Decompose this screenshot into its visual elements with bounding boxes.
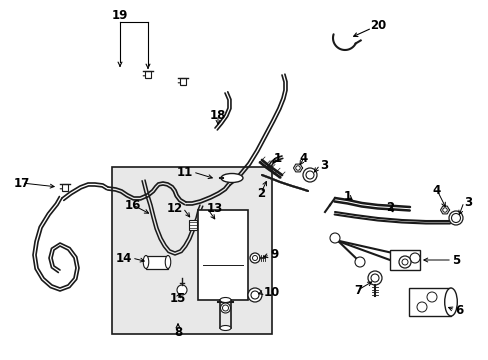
Text: 5: 5 — [451, 253, 459, 266]
Circle shape — [416, 302, 426, 312]
Bar — [389, 250, 419, 270]
Text: 7: 7 — [353, 284, 361, 297]
Text: 17: 17 — [14, 176, 30, 189]
Text: 19: 19 — [112, 9, 128, 22]
Circle shape — [250, 291, 259, 299]
Text: 20: 20 — [369, 18, 386, 32]
Text: 4: 4 — [432, 184, 440, 197]
Circle shape — [426, 292, 436, 302]
Ellipse shape — [220, 325, 230, 330]
Text: 6: 6 — [454, 303, 462, 316]
Text: 10: 10 — [264, 285, 280, 298]
Circle shape — [398, 256, 410, 268]
Circle shape — [305, 171, 313, 179]
Text: 3: 3 — [463, 195, 471, 208]
Bar — [180, 78, 185, 85]
Circle shape — [448, 211, 462, 225]
Text: 2: 2 — [385, 201, 393, 213]
Bar — [62, 184, 68, 191]
Circle shape — [401, 259, 407, 265]
Bar — [408, 288, 450, 316]
Bar — [146, 256, 168, 269]
Bar — [189, 220, 197, 230]
Text: 1: 1 — [343, 189, 351, 202]
Ellipse shape — [220, 297, 230, 302]
Text: 14: 14 — [115, 252, 132, 265]
Circle shape — [409, 253, 419, 263]
Ellipse shape — [143, 256, 148, 269]
Text: 13: 13 — [206, 202, 223, 215]
Text: 11: 11 — [176, 166, 193, 179]
Circle shape — [303, 168, 316, 182]
Circle shape — [249, 253, 260, 263]
Bar — [198, 210, 247, 300]
Circle shape — [370, 274, 378, 282]
Circle shape — [220, 303, 230, 313]
Bar — [112, 167, 271, 334]
Text: 2: 2 — [256, 186, 264, 199]
Circle shape — [295, 166, 300, 170]
Text: 9: 9 — [269, 248, 278, 261]
Ellipse shape — [444, 288, 456, 316]
Ellipse shape — [165, 256, 170, 269]
Circle shape — [252, 256, 257, 261]
Text: 16: 16 — [124, 198, 141, 212]
Text: 8: 8 — [174, 325, 182, 338]
Circle shape — [450, 213, 460, 222]
Circle shape — [354, 257, 364, 267]
Circle shape — [329, 233, 339, 243]
Circle shape — [177, 285, 186, 295]
Circle shape — [367, 271, 381, 285]
Text: 12: 12 — [166, 202, 183, 215]
Circle shape — [247, 288, 262, 302]
Text: 15: 15 — [169, 292, 186, 305]
Text: 4: 4 — [299, 152, 307, 165]
Text: 3: 3 — [319, 158, 327, 171]
Text: 1: 1 — [273, 152, 282, 165]
Circle shape — [442, 208, 447, 212]
Bar — [145, 71, 150, 78]
Text: 18: 18 — [209, 108, 226, 122]
Circle shape — [222, 305, 228, 311]
Ellipse shape — [221, 174, 243, 183]
